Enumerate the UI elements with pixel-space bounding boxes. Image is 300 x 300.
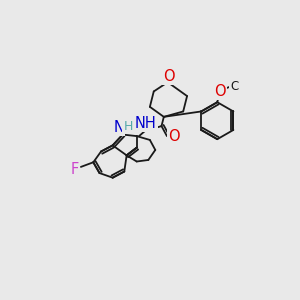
Text: F: F: [70, 162, 79, 177]
Text: N: N: [113, 120, 124, 135]
Text: O: O: [168, 129, 180, 144]
Text: H: H: [124, 120, 133, 133]
Text: O: O: [164, 68, 175, 83]
Text: C: C: [230, 80, 238, 92]
Text: NH: NH: [135, 116, 157, 131]
Text: O: O: [214, 84, 226, 99]
